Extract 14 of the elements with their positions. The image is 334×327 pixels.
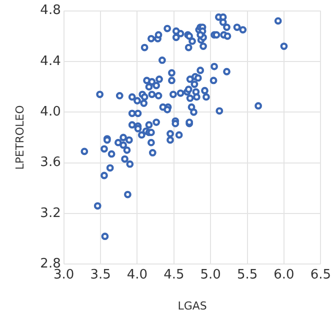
- x-tick-label: 4.5: [164, 267, 184, 282]
- y-tick-label: 3.6: [40, 155, 61, 170]
- y-tick-label: 4.8: [40, 3, 61, 18]
- y-tick-label: 3.2: [40, 206, 61, 221]
- y-tick-label: 4.0: [40, 104, 61, 120]
- x-tick-label: 4.0: [126, 267, 148, 282]
- x-tick-label: 6.0: [274, 267, 294, 282]
- y-tick-label: 4.4: [40, 54, 61, 69]
- x-tick-label: 5.5: [236, 267, 258, 282]
- y-axis-title: LPETROLEO: [13, 104, 26, 170]
- x-tick-label: 3.5: [90, 267, 111, 282]
- x-tick-label: 6.5: [310, 267, 332, 282]
- x-axis-title: LGAS: [178, 299, 207, 312]
- x-tick-label: 5.0: [200, 267, 221, 282]
